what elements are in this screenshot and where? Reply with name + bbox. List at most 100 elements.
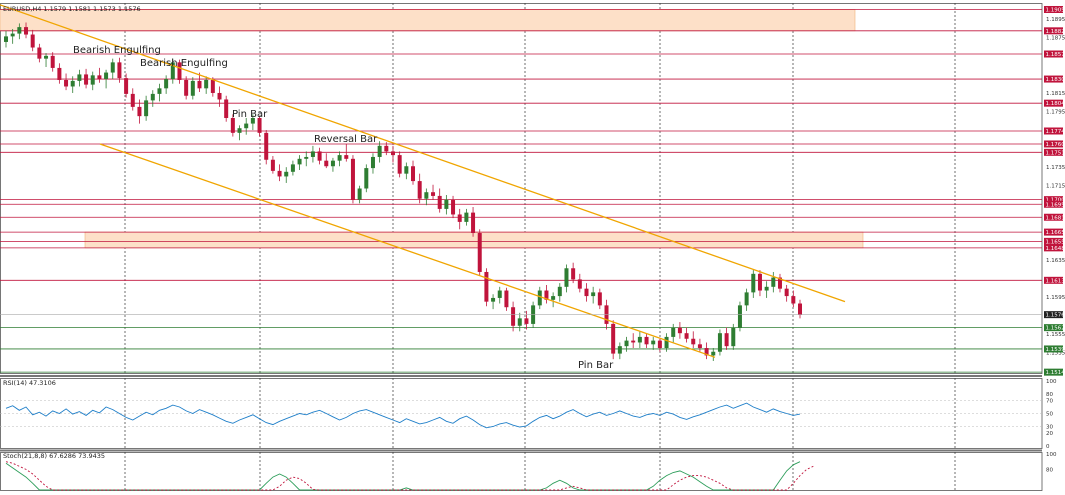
- candle-body: [598, 292, 602, 305]
- candle-body: [404, 166, 408, 173]
- candle-body: [791, 296, 795, 303]
- candle-body: [278, 171, 282, 177]
- candle: [224, 96, 228, 122]
- candle-body: [731, 328, 735, 347]
- candle-body: [344, 155, 348, 159]
- candle-body: [358, 189, 362, 200]
- level-price-label: 1.1882: [1046, 29, 1065, 35]
- candle-body: [718, 333, 722, 352]
- candle-body: [431, 192, 435, 196]
- candle-body: [298, 159, 302, 165]
- level-price-label: 1.1804: [1046, 101, 1065, 107]
- stoch-tick-label: 100: [1046, 452, 1057, 458]
- candle-body: [691, 339, 695, 345]
- candle-body: [71, 81, 75, 87]
- candle-body: [164, 79, 168, 88]
- candle: [478, 229, 482, 275]
- candle-body: [124, 78, 128, 94]
- price-tick-label: 1.1895: [1046, 17, 1065, 23]
- level-price-label: 1.1830: [1046, 77, 1065, 83]
- rsi-label: RSI(14) 47.3106: [3, 379, 56, 387]
- candle: [731, 324, 735, 350]
- candle-body: [484, 272, 488, 302]
- candle-body: [645, 337, 649, 344]
- candle-body: [611, 324, 615, 354]
- rsi-tick-label: 100: [1046, 379, 1057, 385]
- candle-body: [524, 318, 528, 324]
- candle-body: [77, 74, 81, 80]
- candle-body: [725, 333, 729, 346]
- candle-body: [97, 75, 101, 79]
- candle-body: [438, 196, 442, 209]
- candle-body: [538, 291, 542, 306]
- pattern-annotation: Pin Bar: [578, 360, 614, 371]
- candle-body: [424, 192, 428, 198]
- rsi-tick-label: 0: [1046, 444, 1050, 450]
- candle-body: [284, 172, 288, 177]
- candle-body: [211, 80, 215, 93]
- candle-body: [31, 35, 35, 48]
- price-tick-label: 1.1715: [1046, 184, 1065, 190]
- candle-body: [204, 80, 208, 88]
- candle-body: [197, 81, 201, 88]
- candle-body: [785, 289, 789, 296]
- candle-body: [711, 352, 715, 356]
- level-price-label: 1.1681: [1046, 215, 1065, 221]
- candle-body: [57, 68, 61, 80]
- candle-body: [324, 161, 328, 167]
- candle-body: [444, 200, 448, 209]
- candle-body: [218, 93, 222, 99]
- candle-body: [144, 100, 148, 116]
- candle-body: [238, 128, 242, 133]
- candle-body: [51, 56, 55, 68]
- candle-body: [378, 146, 382, 157]
- candle: [364, 164, 368, 192]
- candle-body: [618, 346, 622, 353]
- candle-body: [745, 292, 749, 305]
- candle-body: [751, 274, 755, 293]
- candle-body: [91, 75, 95, 84]
- candle-body: [224, 99, 228, 118]
- candle-body: [17, 27, 21, 33]
- candle-body: [264, 133, 268, 160]
- candle-body: [685, 333, 689, 339]
- candle-body: [398, 155, 402, 174]
- price-tick-label: 1.1595: [1046, 295, 1065, 301]
- candle-body: [471, 213, 475, 233]
- candle-body: [84, 74, 88, 84]
- level-price-label: 1.1539: [1046, 347, 1065, 353]
- price-tick-label: 1.1875: [1046, 35, 1065, 41]
- rsi-tick-label: 50: [1046, 412, 1053, 418]
- candle-body: [511, 307, 515, 326]
- candle-body: [564, 268, 568, 287]
- candle-body: [678, 328, 682, 334]
- supply-zone: [85, 232, 863, 248]
- candle-body: [184, 80, 188, 96]
- pattern-annotation: Reversal Bar: [314, 134, 378, 145]
- rsi-tick-label: 70: [1046, 399, 1053, 405]
- candle-body: [318, 151, 322, 160]
- candle: [351, 155, 355, 203]
- candle-body: [518, 318, 522, 325]
- candle-body: [111, 62, 115, 72]
- candle-body: [191, 81, 195, 96]
- candle-body: [304, 157, 308, 159]
- level-price-label: 1.1751: [1046, 150, 1065, 156]
- candle: [718, 329, 722, 355]
- candle: [484, 268, 488, 306]
- candle-body: [44, 56, 48, 59]
- candle-body: [591, 292, 595, 296]
- candle-body: [258, 118, 262, 133]
- candle-body: [765, 287, 769, 291]
- candle-body: [551, 296, 555, 300]
- candle-body: [157, 88, 161, 94]
- rsi-tick-label: 20: [1046, 431, 1053, 437]
- candle-body: [558, 287, 562, 296]
- stoch-tick-label: 80: [1046, 467, 1053, 473]
- candle-body: [411, 166, 415, 181]
- candle-body: [478, 233, 482, 272]
- candle-body: [771, 278, 775, 287]
- candle-body: [798, 304, 802, 315]
- pattern-annotation: Bearish Engulfing: [73, 45, 161, 56]
